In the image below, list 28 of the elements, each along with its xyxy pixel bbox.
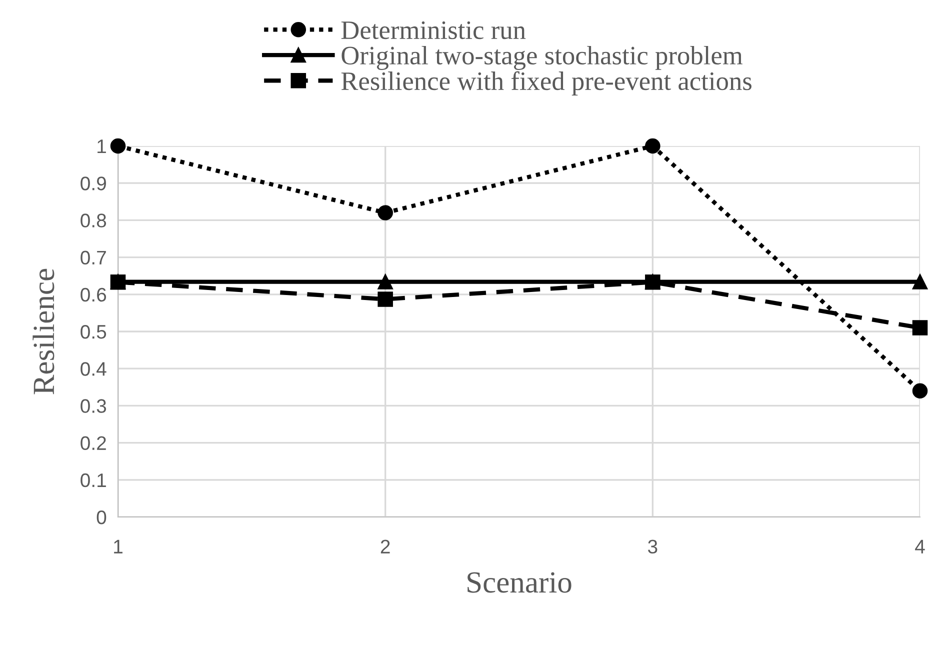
x-tick-label: 4 — [915, 540, 925, 554]
y-tick-label: 0.7 — [80, 250, 106, 265]
y-tick-label: 0.8 — [80, 214, 106, 228]
x-tick-label: 2 — [380, 540, 390, 554]
y-tick-label: 0.1 — [80, 473, 106, 488]
y-tick-label: 0.3 — [80, 399, 106, 413]
point — [912, 320, 928, 336]
x-tick-label: 3 — [648, 540, 658, 554]
y-tick-label: 1 — [98, 140, 106, 154]
point — [912, 383, 928, 398]
legend-label: Resilience with fixed pre-event actions — [341, 71, 752, 96]
legend-label: Original two-stage stochastic problem — [342, 46, 743, 70]
y-tick-label: 0.5 — [80, 324, 106, 339]
point — [110, 138, 126, 154]
point — [378, 292, 393, 307]
point — [645, 138, 660, 154]
y-tick-label: 0.2 — [80, 436, 106, 450]
legend-label: Deterministic run — [341, 21, 526, 40]
y-axis-title: Resilience — [32, 268, 54, 394]
point — [378, 205, 393, 220]
point — [378, 274, 393, 290]
x-tick-label: 1 — [114, 540, 122, 554]
y-tick-label: 0.4 — [80, 362, 106, 376]
y-tick-label: 0.6 — [80, 288, 106, 302]
x-axis-title: Scenario — [468, 572, 572, 593]
point — [912, 274, 928, 290]
y-tick-label: 0 — [96, 510, 106, 524]
y-tick-label: 0.9 — [80, 176, 106, 190]
